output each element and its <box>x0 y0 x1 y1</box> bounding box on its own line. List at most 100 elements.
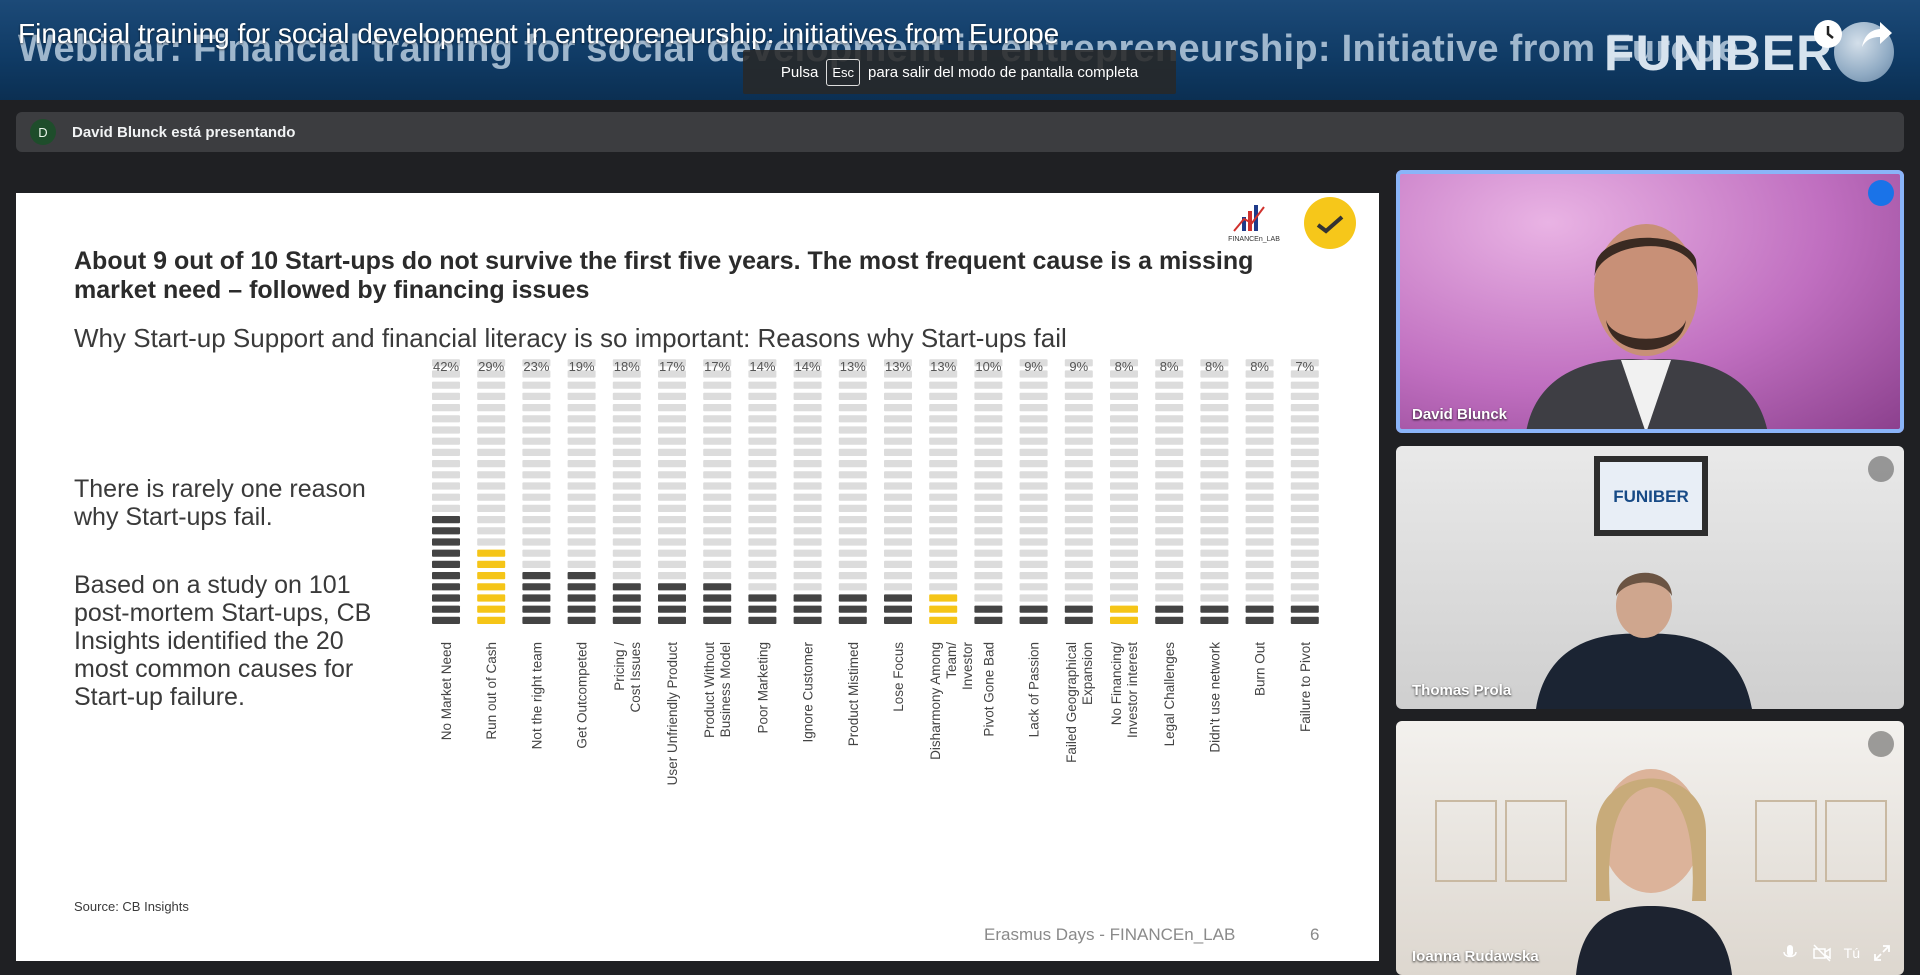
slide-subtitle: Why Start-up Support and financial liter… <box>74 323 1067 353</box>
bar-segment-empty <box>703 549 732 557</box>
mic-icon[interactable] <box>1780 943 1800 963</box>
value-label: 8% <box>1115 359 1134 374</box>
bar-segment-empty <box>884 538 912 546</box>
category-label: Legal Challenges <box>1162 642 1177 747</box>
bar-segment-empty <box>1155 426 1184 434</box>
bar-segment-empty <box>1110 359 1138 367</box>
bar-segment-filled <box>432 616 460 624</box>
bar-segment-empty <box>929 448 958 456</box>
bar-segment-empty <box>929 415 958 423</box>
bar-segment-empty <box>1245 549 1274 557</box>
bar-segment-empty <box>929 359 958 367</box>
bar-segment-empty <box>522 527 551 535</box>
bar-segment-empty <box>1019 460 1048 468</box>
bar-segment-empty <box>567 370 596 378</box>
bar-segment-empty <box>522 437 551 445</box>
bar-segment-empty <box>1245 527 1274 535</box>
toast-text-before: Pulsa <box>780 63 819 81</box>
bar-segment-empty <box>567 460 596 468</box>
participant-tile-thomas[interactable]: FUNIBER Thomas Prola <box>1396 446 1904 709</box>
bar-segment-filled <box>1019 616 1048 624</box>
bar-segment-empty <box>477 359 506 367</box>
bar-segment-filled <box>838 594 867 602</box>
bar-segment-empty <box>974 504 1003 512</box>
bar-segment-empty <box>522 460 551 468</box>
bar-segment-empty <box>793 392 822 400</box>
bar-segment-filled <box>974 616 1003 624</box>
bar-segment-filled <box>1064 605 1093 613</box>
category-label-line: Product Without <box>702 642 717 738</box>
bar-segment-filled <box>432 527 460 535</box>
presenter-bar: D David Blunck está presentando <box>16 112 1904 152</box>
bar-segment-empty <box>1110 370 1138 378</box>
bar-segment-empty <box>658 404 686 412</box>
bar-segment-empty <box>929 549 958 557</box>
bar-segment-empty <box>838 560 867 568</box>
expand-icon[interactable] <box>1872 943 1892 963</box>
financen-lab-logo-text: FINANCEn_LAB <box>1228 236 1280 243</box>
bar-segment-empty <box>567 404 596 412</box>
bar-segment-empty <box>522 359 551 367</box>
bar-segment-empty <box>974 370 1003 378</box>
bar-segment-empty <box>748 437 777 445</box>
bar-segment-empty <box>703 448 732 456</box>
bar-column <box>929 359 958 624</box>
bar-segment-empty <box>838 426 867 434</box>
bar-segment-empty <box>838 460 867 468</box>
participant-tile-ioanna[interactable]: Ioanna Rudawska Tú <box>1396 721 1904 975</box>
bar-segment-empty <box>974 538 1003 546</box>
bar-segment-empty <box>1019 572 1048 580</box>
bar-segment-empty <box>477 504 506 512</box>
bar-segment-empty <box>793 504 822 512</box>
bar-segment-empty <box>1200 460 1229 468</box>
bar-segment-empty <box>974 460 1003 468</box>
bar-segment-empty <box>703 516 732 524</box>
bar-segment-empty <box>1245 404 1274 412</box>
bar-segment-empty <box>1110 460 1138 468</box>
category-label: Not the right team <box>529 642 544 749</box>
bar-segment-empty <box>838 359 867 367</box>
category-label: No Financing/Investor interest <box>1109 642 1140 738</box>
bar-segment-empty <box>974 392 1003 400</box>
category-label-line: Team/ <box>944 642 959 679</box>
value-label: 29% <box>478 359 504 374</box>
bar-segment-empty <box>748 426 777 434</box>
bar-segment-empty <box>1200 594 1229 602</box>
bar-segment-empty <box>1200 381 1229 389</box>
bar-segment-filled <box>612 583 641 591</box>
bar-segment-empty <box>1245 415 1274 423</box>
video-title[interactable]: Financial training for social developmen… <box>18 18 1060 49</box>
category-label-line: Disharmony Among <box>928 642 943 760</box>
bar-segment-empty <box>1200 504 1229 512</box>
bar-segment-empty <box>748 448 777 456</box>
bar-segment-empty <box>432 426 460 434</box>
bar-segment-empty <box>1110 392 1138 400</box>
bar-segment-empty <box>748 359 777 367</box>
bar-segment-empty <box>1110 594 1138 602</box>
category-label: Didn't use network <box>1207 642 1222 753</box>
share-icon[interactable] <box>1860 18 1894 50</box>
bar-segment-empty <box>1019 415 1048 423</box>
participant-tile-david[interactable]: David Blunck <box>1396 170 1904 433</box>
bar-segment-empty <box>1245 460 1274 468</box>
value-label: 19% <box>569 359 595 374</box>
bar-segment-filled <box>974 605 1003 613</box>
bar-segment-filled <box>432 572 460 580</box>
value-label: 42% <box>433 359 459 374</box>
bar-segment-empty <box>884 392 912 400</box>
bar-segment-empty <box>703 538 732 546</box>
bar-segment-empty <box>838 504 867 512</box>
bar-segment-empty <box>884 359 912 367</box>
mic-off-icon <box>1868 456 1894 482</box>
camera-off-icon[interactable] <box>1812 943 1832 963</box>
bar-segment-empty <box>612 415 641 423</box>
bar-segment-empty <box>703 404 732 412</box>
value-label: 18% <box>614 359 640 374</box>
watch-later-icon[interactable] <box>1812 18 1844 50</box>
bar-segment-empty <box>1245 572 1274 580</box>
bar-segment-empty <box>838 572 867 580</box>
bar-segment-empty <box>1019 504 1048 512</box>
bar-segment-empty <box>748 460 777 468</box>
bar-segment-empty <box>1200 560 1229 568</box>
